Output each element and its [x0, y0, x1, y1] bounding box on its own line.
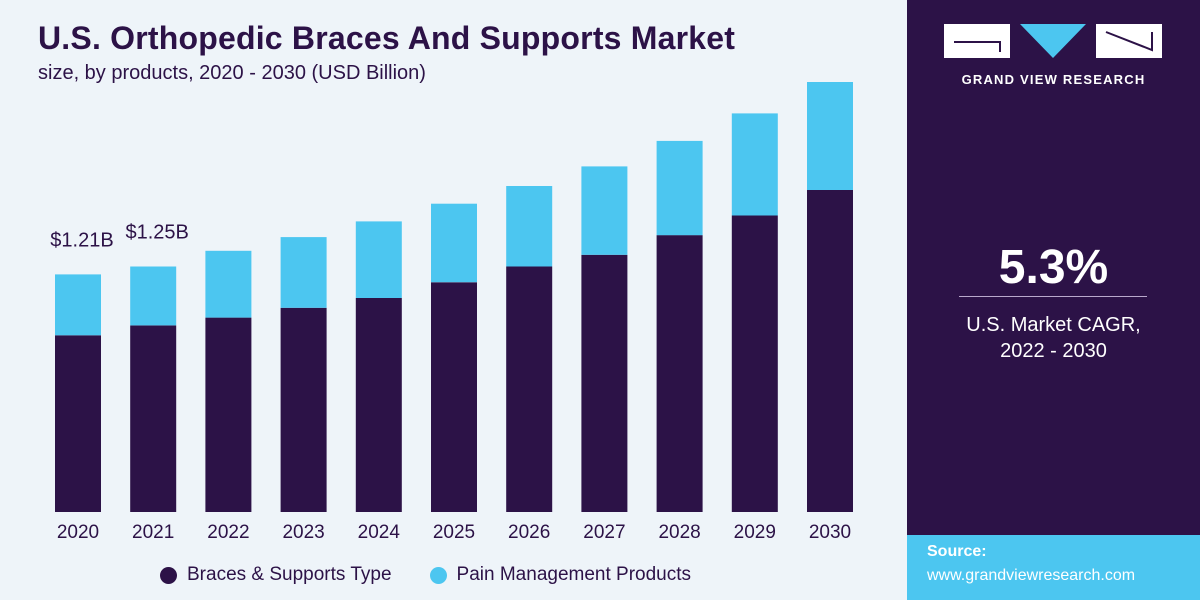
- bar-braces-2020: [55, 335, 101, 512]
- data-label-2021: $1.25B: [126, 222, 189, 244]
- bar-pain-management-2030: [807, 82, 853, 190]
- source-link[interactable]: www.grandviewresearch.com: [927, 567, 1136, 584]
- x-tick-label-2024: 2024: [358, 522, 401, 543]
- cagr-label: U.S. Market CAGR, 2022 - 2030: [907, 312, 1200, 364]
- bar-braces-2021: [130, 325, 177, 512]
- legend-marker-braces: [160, 566, 177, 584]
- cagr-divider: [959, 296, 1147, 297]
- brand-name: GRAND VIEW RESEARCH: [961, 72, 1146, 87]
- bar-braces-2027: [581, 254, 628, 513]
- bar-pain-management-2022: [205, 250, 252, 318]
- legend-marker-pain-management: [429, 566, 447, 584]
- cagr-value: 5.3%: [998, 241, 1109, 294]
- bar-braces-2022: [205, 317, 252, 512]
- bar-braces-2026: [506, 266, 553, 512]
- data-label-2020: $1.21B: [50, 229, 113, 251]
- source-label: Source:: [927, 543, 987, 560]
- bar-pain-management-2028: [656, 140, 703, 236]
- sidebar: GRAND VIEW RESEARCH 5.3% U.S. Market CAG…: [907, 0, 1200, 600]
- chart-legend: Braces & Supports Type Pain Management P…: [160, 564, 729, 586]
- cagr-label-line1: U.S. Market CAGR,: [966, 314, 1141, 336]
- x-tick-label-2020: 2020: [57, 522, 99, 543]
- bar-pain-management-2029: [731, 113, 778, 216]
- x-tick-label-2021: 2021: [132, 522, 174, 543]
- legend-label-braces: Braces & Supports Type: [187, 564, 392, 585]
- bar-braces-2024: [355, 298, 402, 512]
- source-box: Source: www.grandviewresearch.com: [907, 535, 1200, 600]
- chart-title: U.S. Orthopedic Braces And Supports Mark…: [38, 20, 736, 56]
- x-tick-label-2025: 2025: [433, 522, 475, 543]
- bar-pain-management-2021: [130, 266, 177, 326]
- bar-pain-management-2020: [55, 274, 101, 336]
- legend-item-braces: Braces & Supports Type: [160, 564, 392, 586]
- chart-panel: 2020 2021 2022 2023 2024 2025 2026 2027 2028 2029…: [38, 20, 853, 586]
- legend-item-pain-management: Pain Management Products: [429, 564, 692, 586]
- bar-braces-2025: [431, 282, 477, 512]
- x-tick-label-2030: 2030: [809, 522, 851, 543]
- legend-label-pain-management: Pain Management Products: [456, 564, 692, 585]
- x-tick-label-2022: 2022: [207, 522, 249, 543]
- x-tick-label-2027: 2027: [583, 522, 625, 543]
- bar-braces-2029: [731, 215, 778, 512]
- bar-pain-management-2027: [581, 166, 628, 255]
- chart-subtitle: size, by products, 2020 - 2030 (USD Bill…: [38, 62, 426, 84]
- x-tick-label-2029: 2029: [734, 522, 776, 543]
- bar-braces-2023: [280, 307, 327, 512]
- bar-pain-management-2025: [431, 203, 477, 283]
- cagr-label-line2: 2022 - 2030: [1000, 340, 1107, 362]
- bar-pain-management-2024: [355, 221, 402, 298]
- x-tick-label-2023: 2023: [282, 522, 324, 543]
- bar-pain-management-2026: [506, 186, 553, 267]
- x-tick-label-2028: 2028: [658, 522, 700, 543]
- bar-pain-management-2023: [280, 237, 327, 308]
- chart-area: 2020 2021 2022 2023 2024 2025 2026 2027 2028 2029…: [50, 82, 853, 543]
- x-tick-label-2026: 2026: [508, 522, 550, 543]
- grand-view-research-logo: [944, 24, 1162, 58]
- bar-braces-2028: [656, 235, 703, 512]
- bar-braces-2030: [807, 190, 853, 512]
